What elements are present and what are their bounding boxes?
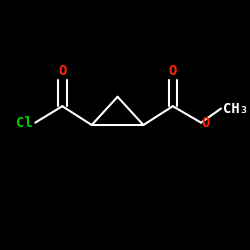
Text: O: O [201, 116, 209, 130]
Text: CH₃: CH₃ [223, 102, 248, 116]
Text: O: O [58, 64, 66, 78]
Text: O: O [169, 64, 177, 78]
Text: Cl: Cl [16, 116, 33, 130]
